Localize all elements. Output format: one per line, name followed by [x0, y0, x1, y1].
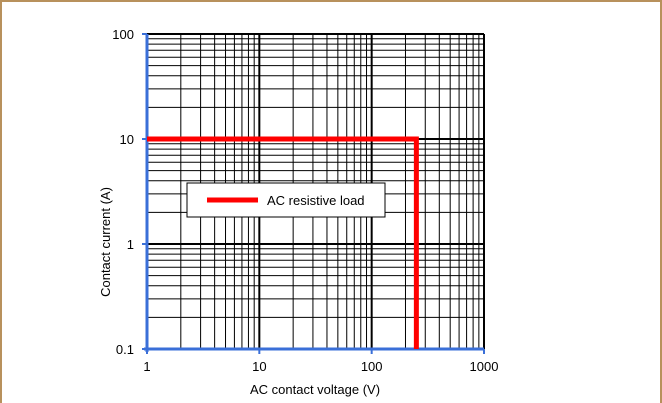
y-tick-label: 10 — [120, 132, 134, 147]
y-tick-label: 0.1 — [116, 342, 134, 357]
y-axis-title: Contact current (A) — [98, 187, 113, 297]
legend: AC resistive load — [186, 182, 386, 218]
x-tick-label: 1000 — [470, 359, 499, 374]
x-tick-label: 1 — [143, 359, 150, 374]
y-tick-label: 100 — [112, 27, 134, 42]
plot-axes — [142, 33, 485, 354]
x-tick-label: 100 — [361, 359, 383, 374]
tick-labels: 1 10 100 1000 0.1 1 10 100 — [112, 27, 498, 374]
series-line-ac-resistive-load — [147, 136, 419, 349]
legend-label-ac-resistive-load: AC resistive load — [267, 193, 365, 208]
x-tick-label: 10 — [252, 359, 266, 374]
series-layer — [147, 136, 419, 349]
x-axis-title: AC contact voltage (V) — [250, 382, 380, 397]
y-tick-label: 1 — [127, 237, 134, 252]
